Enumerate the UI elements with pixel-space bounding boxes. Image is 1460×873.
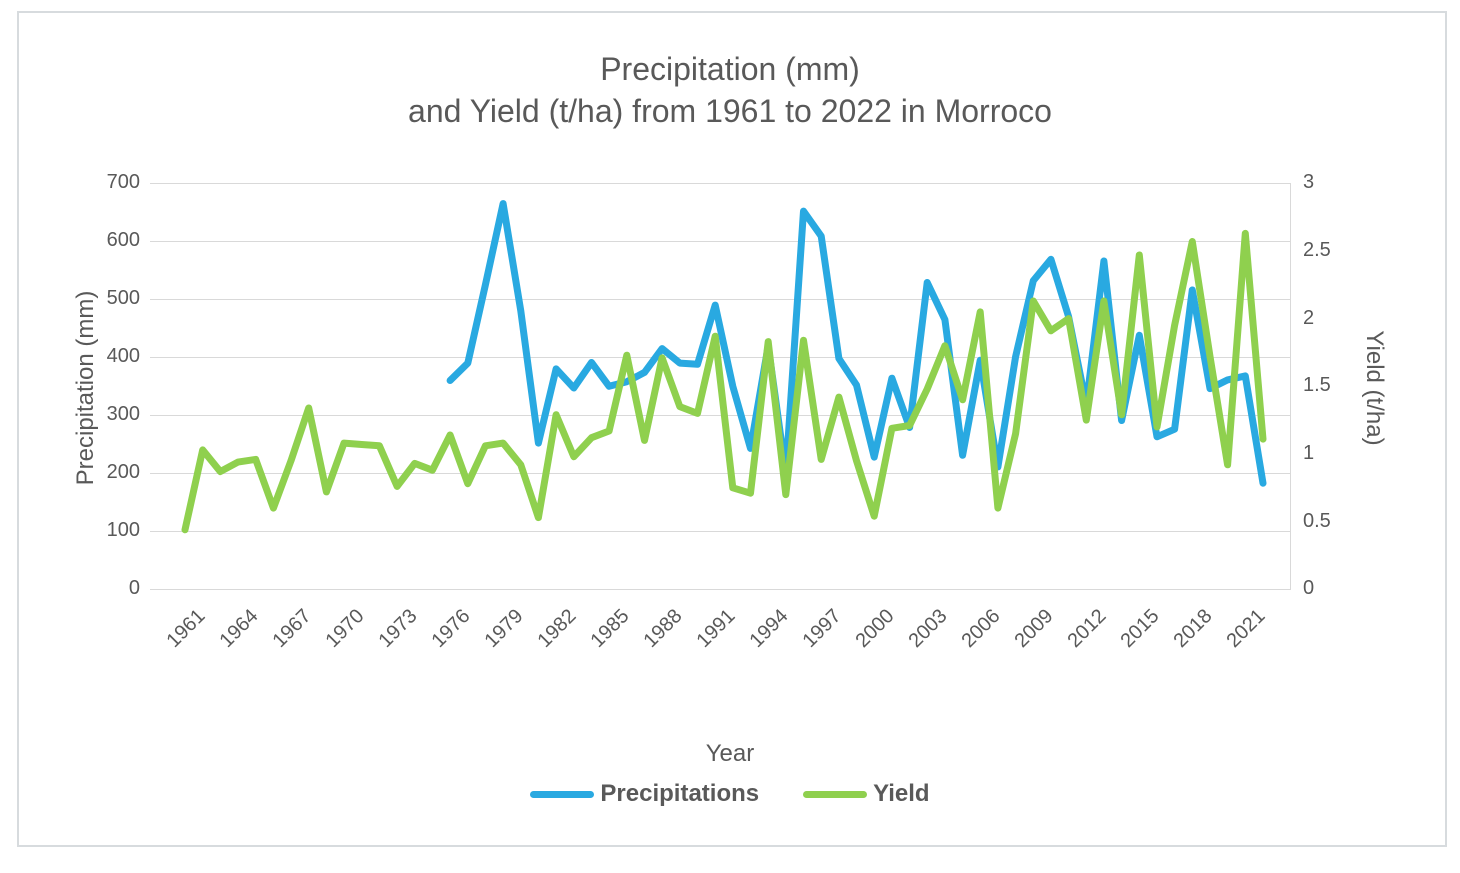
legend-item-precipitations: Precipitations — [530, 780, 759, 808]
left-tick-label: 600 — [106, 229, 140, 252]
right-tick-label: 1 — [1303, 441, 1315, 464]
right-tick-label: 0 — [1303, 577, 1315, 600]
left-tick-label: 0 — [128, 577, 140, 600]
gridline-200 — [150, 473, 1290, 475]
left-tick-label: 400 — [106, 345, 140, 368]
gridline-600 — [150, 241, 1290, 243]
left-tick-label: 300 — [106, 403, 140, 426]
gridline-700 — [150, 183, 1290, 185]
left-tick-label: 100 — [106, 519, 140, 542]
right-tick-label: 2.5 — [1303, 238, 1331, 261]
left-tick-label: 500 — [106, 287, 140, 310]
legend-item-yield: Yield — [803, 780, 930, 808]
yield-legend-label: Yield — [873, 780, 930, 807]
chart-title: Precipitation (mm) and Yield (t/ha) from… — [0, 48, 1460, 132]
left-tick-label: 700 — [106, 171, 140, 194]
chart-border-frame — [17, 11, 1447, 847]
x-axis-title: Year — [705, 740, 755, 767]
precipitations-legend-swatch — [530, 790, 595, 798]
chart-title-line2: and Yield (t/ha) from 1961 to 2022 in Mo… — [408, 93, 1052, 129]
right-tick-label: 0.5 — [1303, 509, 1331, 532]
precipitations-line — [446, 200, 1267, 487]
right-tick-label: 2 — [1303, 306, 1315, 329]
gridline-300 — [150, 415, 1290, 417]
precipitations-legend-label: Precipitations — [600, 780, 760, 807]
right-tick-label: 1.5 — [1303, 374, 1331, 397]
gridline-0 — [150, 589, 1290, 591]
right-tick-label: 3 — [1303, 171, 1315, 194]
legend: Precipitations Yield — [0, 780, 1460, 808]
chart-title-line1: Precipitation (mm) — [600, 51, 860, 87]
gridline-500 — [150, 299, 1290, 301]
yield-legend-swatch — [803, 790, 868, 798]
yield-line — [181, 229, 1267, 534]
right-axis-line — [1290, 183, 1291, 590]
gridline-100 — [150, 531, 1290, 533]
left-tick-label: 200 — [106, 461, 140, 484]
